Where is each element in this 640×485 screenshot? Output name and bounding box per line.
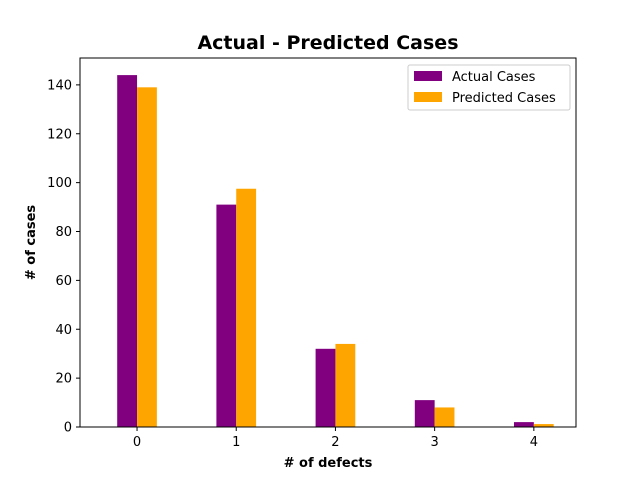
bar-predicted-2 bbox=[335, 343, 356, 427]
y-tick-label: 0 bbox=[64, 421, 72, 436]
bar-actual-4 bbox=[514, 422, 534, 427]
legend-label-actual: Actual Cases bbox=[452, 70, 536, 85]
bar-predicted-0 bbox=[137, 87, 157, 428]
legend-box bbox=[407, 64, 571, 111]
x-tick-label: 1 bbox=[232, 435, 240, 450]
y-tick-label: 80 bbox=[55, 225, 72, 240]
y-tick-label: 60 bbox=[55, 274, 72, 289]
x-tick-label: 3 bbox=[430, 435, 438, 450]
y-tick-label: 140 bbox=[47, 78, 72, 93]
legend-swatch-actual bbox=[414, 71, 442, 81]
y-tick-label: 100 bbox=[47, 176, 72, 191]
legend-label-predicted: Predicted Cases bbox=[452, 91, 556, 106]
bar-actual-3 bbox=[414, 400, 435, 427]
bar-predicted-4 bbox=[533, 424, 554, 427]
bar-predicted-1 bbox=[236, 188, 257, 427]
bar-predicted-3 bbox=[434, 407, 455, 427]
bar-actual-2 bbox=[315, 348, 336, 427]
bar-actual-0 bbox=[117, 75, 138, 427]
legend: Actual Cases Predicted Cases bbox=[407, 64, 571, 111]
x-tick-label: 0 bbox=[133, 435, 141, 450]
y-tick-label: 40 bbox=[55, 323, 72, 338]
x-tick-label: 2 bbox=[331, 435, 339, 450]
y-axis-label: # of cases bbox=[24, 205, 39, 281]
chart-title: Actual - Predicted Cases bbox=[197, 32, 458, 54]
legend-swatch-predicted bbox=[414, 92, 442, 102]
x-axis-label: # of defects bbox=[284, 456, 373, 471]
x-tick-label: 4 bbox=[530, 435, 538, 450]
plot-frame bbox=[79, 57, 577, 428]
bar-actual-1 bbox=[216, 204, 237, 427]
y-tick-label: 120 bbox=[47, 127, 72, 142]
y-tick-label: 20 bbox=[55, 372, 72, 387]
